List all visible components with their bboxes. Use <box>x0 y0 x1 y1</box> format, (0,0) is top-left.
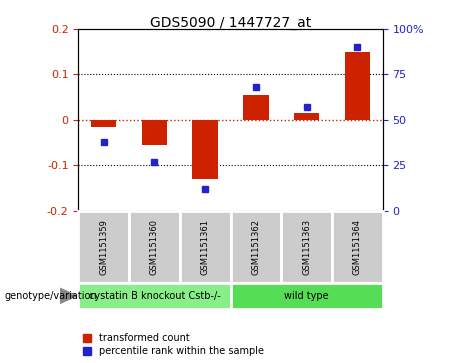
Text: genotype/variation: genotype/variation <box>5 291 97 301</box>
Text: GSM1151359: GSM1151359 <box>99 219 108 275</box>
Bar <box>142 120 167 145</box>
Text: cystatin B knockout Cstb-/-: cystatin B knockout Cstb-/- <box>89 291 220 301</box>
Text: GDS5090 / 1447727_at: GDS5090 / 1447727_at <box>150 16 311 30</box>
Bar <box>332 211 383 283</box>
Bar <box>129 211 180 283</box>
Legend: transformed count, percentile rank within the sample: transformed count, percentile rank withi… <box>83 333 264 356</box>
Bar <box>243 95 268 120</box>
Polygon shape <box>60 288 77 303</box>
Bar <box>230 283 383 309</box>
Text: GSM1151360: GSM1151360 <box>150 219 159 275</box>
Bar <box>230 211 281 283</box>
Text: wild type: wild type <box>284 291 329 301</box>
Bar <box>345 52 370 120</box>
Bar <box>281 211 332 283</box>
Bar <box>91 120 116 127</box>
Bar <box>193 120 218 179</box>
Bar <box>78 211 129 283</box>
Text: GSM1151362: GSM1151362 <box>251 219 260 275</box>
Text: GSM1151363: GSM1151363 <box>302 219 311 275</box>
Bar <box>294 113 319 120</box>
Bar <box>180 211 230 283</box>
Text: GSM1151364: GSM1151364 <box>353 219 362 275</box>
Bar <box>78 283 230 309</box>
Text: GSM1151361: GSM1151361 <box>201 219 210 275</box>
